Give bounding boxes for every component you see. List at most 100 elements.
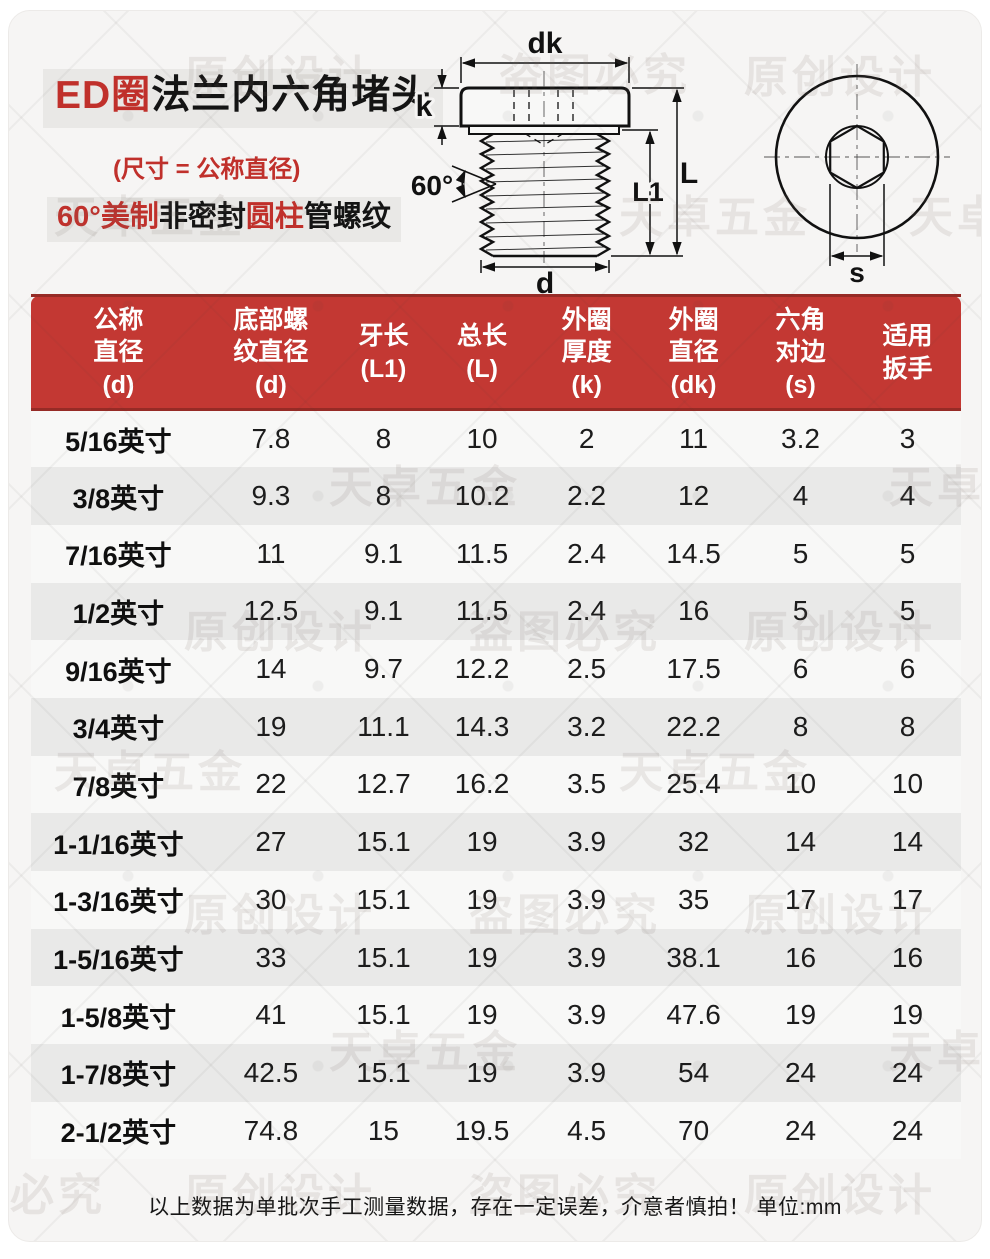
value-cell: 5 [792, 595, 809, 627]
value-cell: 9.7 [363, 653, 403, 685]
value-cell: 33 [255, 941, 287, 973]
size-cell: 1-1/16英寸 [53, 829, 184, 860]
value-cell: 70 [678, 1114, 710, 1146]
size-cell: 1-7/8英寸 [60, 1060, 177, 1091]
value-cell: 3.9 [567, 941, 607, 973]
table-row: 5/16英寸 7.8 8 10 2 11 3.2 3 [31, 409, 961, 468]
thread-spec: 60°美制非密封圆柱管螺纹 [47, 197, 401, 243]
table-row: 1-3/16英寸 30 15.1 19 3.9 35 17 17 [31, 871, 961, 929]
size-cell: 1-5/16英寸 [53, 945, 184, 976]
value-cell: 11.1 [357, 710, 410, 742]
value-cell: 12.5 [243, 595, 299, 627]
value-cell: 12.7 [356, 768, 411, 800]
value-cell: 10.2 [454, 480, 510, 512]
value-cell: 15.1 [356, 941, 411, 973]
table-row: 3/4英寸 19 11.1 14.3 3.2 22.2 8 8 [31, 697, 961, 756]
value-cell: 4 [899, 480, 916, 512]
value-cell: 15.1 [356, 999, 411, 1031]
size-cell: 3/8英寸 [72, 483, 165, 514]
side-view-diagram: dk k [408, 24, 701, 296]
thread-spec-seg-1: 60°美制 [57, 201, 159, 233]
value-cell: 16 [678, 595, 710, 627]
value-cell: 11 [256, 537, 286, 569]
value-cell: 14 [891, 826, 924, 858]
value-cell: 2.2 [567, 480, 607, 512]
dim-label-angle: 60° [411, 170, 453, 201]
value-cell: 16.2 [454, 768, 510, 800]
value-cell: 6 [792, 653, 809, 685]
value-cell: 30 [255, 883, 287, 915]
value-cell: 9.1 [363, 595, 403, 627]
spec-table: 公称 直径 (d) 底部螺 纹直径 (d) 牙长 (L1) 总长 (L) 外圈 厚度 (… [31, 294, 961, 1160]
value-cell: 8 [899, 710, 916, 742]
value-cell: 14 [784, 826, 817, 858]
dim-label-l1: L1 [632, 177, 664, 207]
value-cell: 15 [367, 1114, 400, 1146]
value-cell: 8 [375, 480, 392, 512]
size-cell: 5/16英寸 [65, 426, 172, 457]
value-cell: 24 [784, 1056, 817, 1088]
dim-label-k: k [416, 90, 433, 123]
value-cell: 15.1 [356, 883, 411, 915]
column-header: 牙长 (L1) [336, 294, 431, 411]
size-cell: 2-1/2英寸 [60, 1118, 177, 1149]
table-row: 7/16英寸 11 9.1 11.5 2.4 14.5 5 5 [31, 524, 961, 583]
value-cell: 4 [792, 480, 809, 512]
value-cell: 3.9 [567, 1056, 607, 1088]
column-header: 公称 直径 (d) [31, 294, 206, 411]
size-cell: 9/16英寸 [65, 656, 172, 687]
thread-spec-seg-4: 管螺纹 [303, 201, 391, 233]
table-row: 1-5/8英寸 41 15.1 19 3.9 47.6 19 19 [31, 986, 961, 1045]
thread-spec-seg-3: 圆柱 [245, 201, 304, 233]
value-cell: 22 [255, 768, 287, 800]
value-cell: 74.8 [243, 1114, 299, 1146]
value-cell: 3.9 [567, 883, 607, 915]
product-card: ED圈法兰内六角堵头 (尺寸 = 公称直径) 60°美制非密封圆柱管螺纹 dk … [8, 10, 982, 1242]
value-cell: 3.2 [567, 710, 607, 742]
value-cell: 35 [678, 883, 710, 915]
value-cell: 16 [891, 941, 924, 973]
value-cell: 2.4 [567, 595, 607, 627]
value-cell: 5 [899, 537, 916, 569]
value-cell: 3.5 [567, 768, 607, 800]
value-cell: 19 [466, 826, 498, 858]
value-cell: 14 [255, 653, 287, 685]
table-row: 1-5/16英寸 33 15.1 19 3.9 38.1 16 16 [31, 928, 961, 987]
column-header: 总长 (L) [430, 294, 534, 411]
table-row: 1-1/16英寸 27 15.1 19 3.9 32 14 14 [31, 813, 961, 871]
value-cell: 19 [466, 883, 498, 915]
front-view-diagram: s [764, 64, 950, 288]
value-cell: 12 [678, 480, 710, 512]
size-cell: 1/2英寸 [72, 598, 165, 629]
value-cell: 54 [678, 1056, 710, 1088]
dim-label-d: d [536, 267, 554, 296]
thread-spec-seg-2: 非密封 [158, 201, 246, 233]
value-cell: 10 [784, 768, 817, 800]
column-header: 外圈 直径 (dk) [640, 294, 748, 411]
value-cell: 19.5 [454, 1114, 510, 1146]
value-cell: 19 [466, 941, 498, 973]
size-note: (尺寸 = 公称直径) [113, 156, 301, 183]
value-cell: 8 [792, 710, 809, 742]
value-cell: 14.5 [666, 537, 721, 569]
size-cell: 1-5/8英寸 [60, 1002, 177, 1033]
size-cell: 3/4英寸 [72, 714, 165, 745]
table-row: 1-7/8英寸 42.5 15.1 19 3.9 54 24 24 [31, 1044, 961, 1102]
value-cell: 8 [375, 423, 392, 455]
dim-label-dk: dk [527, 27, 562, 60]
column-header: 六角 对边 (s) [747, 294, 854, 411]
value-cell: 15.1 [356, 1056, 411, 1088]
size-cell: 7/8英寸 [72, 771, 165, 802]
table-row: 1/2英寸 12.5 9.1 11.5 2.4 16 5 5 [31, 582, 961, 641]
table-body: 5/16英寸 7.8 8 10 2 11 3.2 3 3/8英寸 9.3 8 10.2 2.2 12 4 4 7… [31, 409, 961, 1160]
value-cell: 32 [678, 826, 710, 858]
table-row: 3/8英寸 9.3 8 10.2 2.2 12 4 4 [31, 467, 961, 525]
value-cell: 19 [891, 999, 924, 1031]
value-cell: 17 [891, 883, 924, 915]
value-cell: 9.3 [251, 480, 291, 512]
value-cell: 11.5 [455, 537, 509, 569]
value-cell: 24 [891, 1056, 924, 1088]
value-cell: 6 [899, 653, 916, 685]
size-cell: 7/16英寸 [65, 541, 172, 572]
